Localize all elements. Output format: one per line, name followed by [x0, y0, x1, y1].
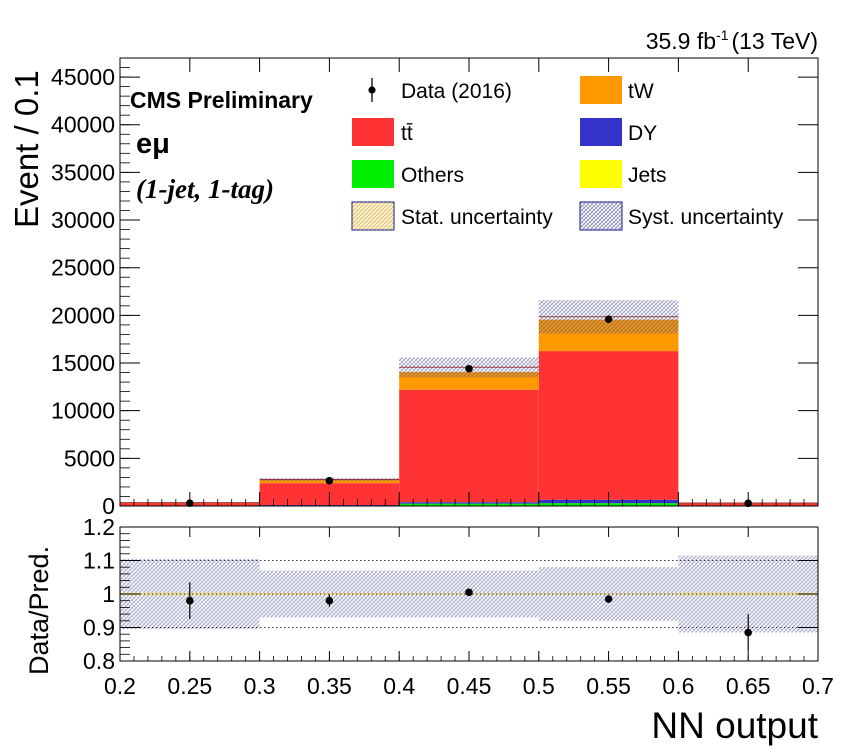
y-tick-label-4: 20000	[51, 302, 115, 328]
data-point-3	[604, 315, 613, 323]
svg-text:Others: Others	[401, 164, 464, 187]
ratio-panel	[120, 555, 818, 651]
y-tick-label-0: 0	[102, 493, 115, 519]
y-tick-label-8: 40000	[51, 112, 115, 138]
legend-entry-others: Others	[352, 160, 464, 188]
data-point-2	[465, 364, 473, 373]
y-tick-label-9: 45000	[51, 64, 115, 90]
y-tick-label-5: 25000	[51, 255, 115, 281]
ratio-y-tick-label-2: 1	[102, 581, 115, 607]
x-tick-label-6: 0.5	[523, 673, 555, 699]
ratio-point-0	[186, 596, 194, 605]
experiment-label: CMS Preliminary	[130, 87, 313, 113]
legend-entry-tw: tW	[580, 76, 654, 104]
axes: 0.2 0.25 0.3 0.35 0.4 0.45 0.5 0.55 0.6 0.65 0.7 0 5…	[51, 57, 834, 699]
channel-label: eμ	[136, 128, 170, 160]
category-label: (1-jet, 1-tag)	[136, 174, 274, 204]
x-tick-label-9: 0.65	[726, 673, 771, 699]
x-tick-label-10: 0.7	[802, 673, 834, 699]
x-tick-label-8: 0.6	[662, 673, 694, 699]
ratio-point-3	[604, 595, 613, 603]
y-tick-label-6: 30000	[51, 207, 115, 233]
ratio-y-tick-label-4: 1.2	[83, 514, 115, 540]
svg-text:DY: DY	[628, 122, 657, 145]
svg-text:Syst. uncertainty: Syst. uncertainty	[628, 206, 784, 229]
x-tick-label-4: 0.4	[383, 673, 415, 699]
ratio-point-4	[744, 628, 752, 637]
y-tick-label-7: 35000	[51, 159, 115, 185]
svg-text:Stat. uncertainty: Stat. uncertainty	[401, 206, 553, 229]
ratio-y-axis-title: Data/Pred.	[24, 546, 54, 675]
bar-tt-2	[399, 389, 539, 503]
legend-entry-stat: Stat. uncertainty	[351, 201, 553, 231]
ratio-point-2	[465, 588, 473, 597]
x-tick-label-0: 0.2	[104, 673, 136, 699]
data-point-1	[325, 476, 334, 485]
stacked-histogram	[120, 316, 818, 507]
svg-text:Jets: Jets	[628, 164, 667, 187]
legend-entry-jets: Jets	[580, 160, 667, 188]
ratio-point-1	[325, 596, 334, 605]
svg-text:tt̄: tt̄	[401, 122, 413, 145]
ratio-y-tick-label-0: 0.8	[83, 648, 115, 674]
legend: Data (2016) tW tt̄ DY Others Jets Stat. …	[351, 76, 784, 231]
y-axis-title: Event / 0.1	[8, 70, 45, 228]
lumi-label: 35.9 fb-1 (13 TeV)	[646, 27, 818, 54]
svg-text:Data (2016): Data (2016)	[401, 80, 512, 103]
x-tick-label-5: 0.45	[447, 673, 492, 699]
y-tick-label-1: 5000	[64, 445, 115, 471]
ratio-y-tick-label-3: 1.1	[83, 548, 115, 574]
legend-entry-data: Data (2016)	[368, 78, 512, 103]
ratio-y-tick-label-1: 0.9	[83, 615, 115, 641]
x-tick-label-2: 0.3	[244, 673, 276, 699]
x-tick-label-1: 0.25	[167, 673, 212, 699]
x-axis-title: NN output	[651, 705, 818, 746]
svg-text:tW: tW	[628, 80, 654, 103]
legend-entry-syst: Syst. uncertainty	[579, 201, 784, 231]
bar-tt-3	[538, 351, 679, 500]
y-tick-label-3: 15000	[51, 350, 115, 376]
x-tick-label-7: 0.55	[586, 673, 631, 699]
y-tick-label-2: 10000	[51, 398, 115, 424]
legend-entry-dy: DY	[580, 118, 657, 146]
x-tick-label-3: 0.35	[307, 673, 352, 699]
legend-entry-ttbar: tt̄	[352, 118, 413, 146]
